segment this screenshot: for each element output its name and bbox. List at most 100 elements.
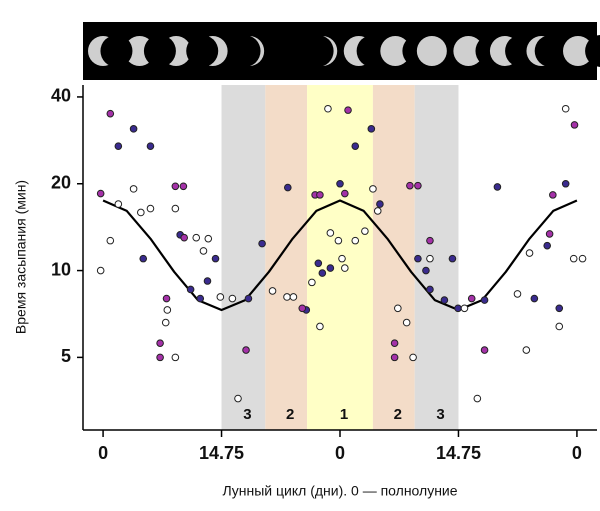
data-point xyxy=(493,183,502,191)
data-point xyxy=(561,104,570,113)
data-point xyxy=(186,285,195,294)
data-point xyxy=(139,254,148,263)
band-label: 3 xyxy=(436,406,444,423)
data-point xyxy=(258,239,266,248)
data-point xyxy=(180,233,188,242)
data-point xyxy=(555,322,564,331)
data-point xyxy=(268,287,277,295)
data-point xyxy=(569,254,578,263)
data-point xyxy=(163,306,172,314)
moon xyxy=(380,36,411,66)
data-point xyxy=(283,293,291,301)
y-tick-label: 5 xyxy=(61,346,71,366)
data-point xyxy=(426,285,434,294)
data-point xyxy=(426,254,434,263)
phase-band xyxy=(372,85,415,430)
data-point xyxy=(390,339,399,347)
x-tick-label: 14.75 xyxy=(436,443,481,463)
x-axis-title: Лунный цикл (дни). 0 — полнолуние xyxy=(222,483,457,499)
x-tick-label: 14.75 xyxy=(199,443,244,463)
data-point xyxy=(369,185,377,193)
data-point xyxy=(376,200,384,208)
data-point xyxy=(338,254,346,263)
y-tick-label: 10 xyxy=(51,259,71,279)
data-point xyxy=(179,182,188,191)
data-point xyxy=(351,142,360,150)
moon-shade xyxy=(534,35,567,67)
data-point xyxy=(216,293,225,301)
data-point xyxy=(570,121,579,129)
data-point xyxy=(211,254,220,263)
data-point xyxy=(106,109,115,118)
data-point xyxy=(406,181,414,190)
data-point xyxy=(454,304,462,313)
data-point xyxy=(96,266,105,275)
data-point xyxy=(324,104,332,113)
moon-shade xyxy=(356,35,389,67)
moon-shade xyxy=(301,35,334,67)
phase-band xyxy=(265,85,308,430)
fit-curve xyxy=(102,199,578,312)
data-point xyxy=(161,318,170,327)
data-point xyxy=(192,233,201,242)
data-point xyxy=(203,277,212,285)
data-point xyxy=(298,304,307,313)
moon xyxy=(563,36,593,66)
data-point xyxy=(114,142,123,150)
data-point xyxy=(308,278,316,287)
moon-shade xyxy=(585,35,600,67)
data-point xyxy=(336,179,344,188)
data-point xyxy=(414,254,422,263)
data-point xyxy=(146,204,155,213)
y-tick-label: 40 xyxy=(51,86,71,106)
data-point xyxy=(326,264,335,272)
x-tick-label: 0 xyxy=(335,443,345,463)
y-axis-title: Время засыпания (мин) xyxy=(13,180,29,334)
moon xyxy=(453,36,484,66)
data-point xyxy=(440,296,449,304)
moon-shade xyxy=(143,35,176,67)
data-point xyxy=(530,294,539,303)
moon-phases xyxy=(88,35,600,67)
data-point xyxy=(162,294,171,303)
data-point xyxy=(289,293,298,301)
data-point xyxy=(480,296,489,304)
band-label: 2 xyxy=(286,406,294,423)
moon-shade xyxy=(186,35,219,67)
data-point xyxy=(204,234,213,243)
data-point xyxy=(460,304,469,313)
data-point xyxy=(242,346,250,354)
data-point xyxy=(361,227,369,235)
data-point xyxy=(448,254,457,263)
data-point xyxy=(373,207,382,215)
data-point xyxy=(426,236,434,245)
data-point xyxy=(129,185,138,193)
data-point xyxy=(422,266,430,275)
data-point xyxy=(196,294,205,303)
data-point xyxy=(129,125,138,133)
data-point xyxy=(114,200,123,208)
data-point xyxy=(561,179,570,188)
data-point xyxy=(409,353,417,362)
data-point xyxy=(390,353,399,362)
data-point xyxy=(171,182,180,191)
phase-band xyxy=(221,85,266,430)
band-label: 2 xyxy=(394,406,402,423)
data-point xyxy=(228,294,237,303)
x-tick-label: 0 xyxy=(572,443,582,463)
data-point xyxy=(156,353,164,362)
data-point xyxy=(314,259,323,268)
data-point xyxy=(402,318,411,327)
data-point xyxy=(171,204,180,213)
band-label: 3 xyxy=(243,406,251,423)
data-point xyxy=(316,322,324,331)
moon-shade xyxy=(269,35,302,67)
data-point xyxy=(480,346,489,354)
data-point xyxy=(545,230,554,238)
data-point xyxy=(555,304,564,313)
data-point xyxy=(341,264,349,272)
data-point xyxy=(543,241,552,250)
data-point xyxy=(171,353,180,362)
data-point xyxy=(156,339,164,347)
